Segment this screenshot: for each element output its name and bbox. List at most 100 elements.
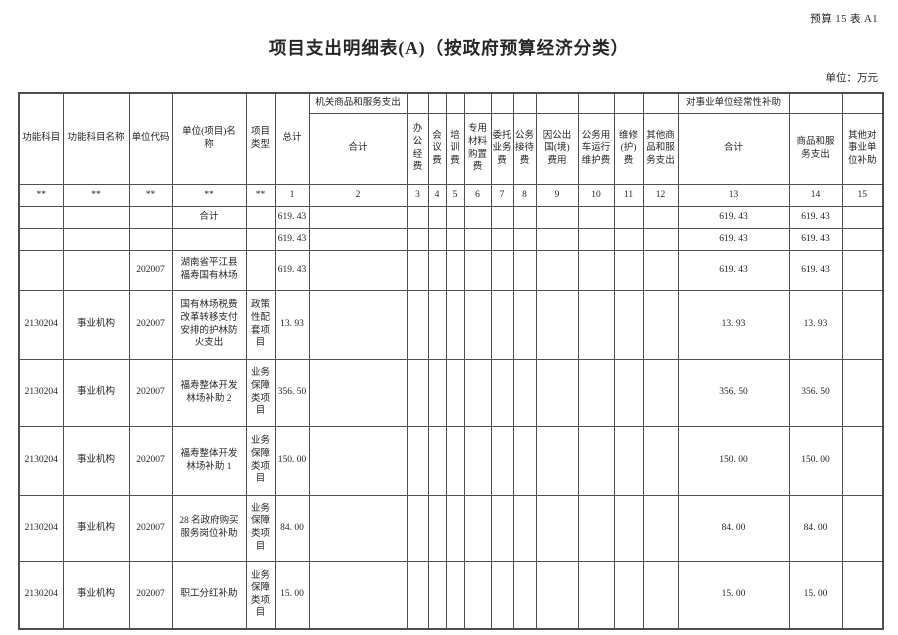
table-cell: 84. 00	[788, 494, 843, 562]
index-cell: 5	[445, 183, 465, 207]
table-cell	[171, 227, 247, 251]
header-empty-cell	[445, 92, 465, 114]
index-cell: **	[128, 183, 173, 207]
table-row: 2130204 事业机构 202007 福寿整体开发 林场补助 2 业务 保障 类项 目…	[18, 358, 884, 427]
table-cell: 84. 00	[677, 494, 790, 562]
table-cell: 13. 93	[677, 289, 790, 360]
table-cell: 13. 93	[274, 289, 310, 360]
header-grand-total: 总计	[274, 92, 310, 185]
budget-table: 功能科目 功能科目名称 单位代码 单位(项目)名 称 项目 类型 总计 机关商品…	[18, 92, 884, 630]
index-cell: 9	[535, 183, 579, 207]
table-cell	[512, 249, 537, 291]
table-row: 合计 619. 43 619. 43 619. 43	[18, 205, 884, 229]
table-cell	[512, 289, 537, 360]
table-cell	[490, 227, 514, 251]
table-cell	[490, 289, 514, 360]
table-cell	[463, 289, 492, 360]
table-cell: 2130204	[18, 425, 64, 496]
table-cell	[62, 249, 130, 291]
table-cell	[308, 494, 408, 562]
table-cell	[642, 560, 679, 630]
table-cell	[535, 227, 579, 251]
table-cell: 202007	[128, 494, 173, 562]
header-empty-cell	[788, 92, 843, 114]
table-cell: 28 名政府购买 服务岗位补助	[171, 494, 247, 562]
table-cell	[18, 249, 64, 291]
table-cell	[427, 227, 447, 251]
index-cell: 1	[274, 183, 310, 207]
table-cell	[512, 425, 537, 496]
table-row: 619. 43 619. 43 619. 43	[18, 227, 884, 251]
table-cell	[427, 205, 447, 229]
table-cell: 湖南省平江县 福寿国有林场	[171, 249, 247, 291]
table-cell: 政策 性配 套项 目	[245, 289, 276, 360]
table-cell	[577, 494, 615, 562]
table-cell	[406, 227, 429, 251]
index-cell: 7	[490, 183, 514, 207]
table-cell: 202007	[128, 358, 173, 427]
table-cell: 福寿整体开发 林场补助 2	[171, 358, 247, 427]
table-cell: 619. 43	[274, 249, 310, 291]
table-cell	[406, 494, 429, 562]
table-cell	[427, 560, 447, 630]
header-empty-cell	[535, 92, 579, 114]
table-cell: 事业机构	[62, 494, 130, 562]
table-cell: 202007	[128, 289, 173, 360]
table-cell: 事业机构	[62, 289, 130, 360]
table-cell	[308, 358, 408, 427]
table-cell	[128, 205, 173, 229]
table-cell	[577, 227, 615, 251]
table-cell: 福寿整体开发 林场补助 1	[171, 425, 247, 496]
table-cell: 619. 43	[788, 205, 843, 229]
table-cell	[62, 205, 130, 229]
table-cell	[406, 205, 429, 229]
table-cell	[245, 227, 276, 251]
table-cell: 356. 50	[274, 358, 310, 427]
table-cell	[512, 358, 537, 427]
table-cell	[445, 205, 465, 229]
table-row: 2130204 事业机构 202007 职工分红补助 业务 保障 类项 目 15. 00 1…	[18, 560, 884, 630]
table-cell: 84. 00	[274, 494, 310, 562]
table-row: 2130204 事业机构 202007 福寿整体开发 林场补助 1 业务 保障 类项 目…	[18, 425, 884, 496]
table-cell: 619. 43	[274, 227, 310, 251]
table-cell	[642, 289, 679, 360]
index-cell: **	[171, 183, 247, 207]
table-cell	[308, 227, 408, 251]
table-cell: 2130204	[18, 494, 64, 562]
table-cell	[406, 289, 429, 360]
table-cell	[463, 227, 492, 251]
table-cell	[642, 205, 679, 229]
table-cell	[841, 249, 884, 291]
table-cell: 15. 00	[677, 560, 790, 630]
table-cell	[308, 249, 408, 291]
table-cell: 150. 00	[274, 425, 310, 496]
table-cell: 业务 保障 类项 目	[245, 425, 276, 496]
table-cell	[613, 249, 644, 291]
index-cell: 10	[577, 183, 615, 207]
table-cell	[577, 249, 615, 291]
table-cell	[613, 494, 644, 562]
table-cell	[577, 425, 615, 496]
table-cell	[245, 205, 276, 229]
index-row: ** ** ** ** ** 1 2 3 4 5 6 7 8 9 10 11 12 13 14 15	[18, 183, 884, 207]
table-cell	[577, 358, 615, 427]
header-empty-cell	[427, 92, 447, 114]
table-cell: 业务 保障 类项 目	[245, 494, 276, 562]
table-cell	[535, 249, 579, 291]
table-cell: 202007	[128, 249, 173, 291]
table-cell: 2130204	[18, 358, 64, 427]
table-body: 合计 619. 43 619. 43 619. 43 619. 43 619. 43 619…	[18, 205, 884, 630]
table-cell	[642, 358, 679, 427]
table-cell	[841, 560, 884, 630]
header-institution-subsidy-group: 对事业单位经常性补助	[677, 92, 790, 114]
header-row-2: 合计 办 公 经 费 会 议 费 培 训 费 专用 材料 购置 费 委托 业务 …	[19, 112, 884, 185]
table-cell	[128, 227, 173, 251]
table-cell	[245, 249, 276, 291]
table-cell: 202007	[128, 425, 173, 496]
table-cell	[535, 494, 579, 562]
header-other-goods-services: 其他商 品和服 务支出	[642, 112, 679, 185]
header-empty-cell	[577, 92, 615, 114]
header-office-expense: 办 公 经 费	[406, 112, 429, 185]
table-cell: 职工分红补助	[171, 560, 247, 630]
